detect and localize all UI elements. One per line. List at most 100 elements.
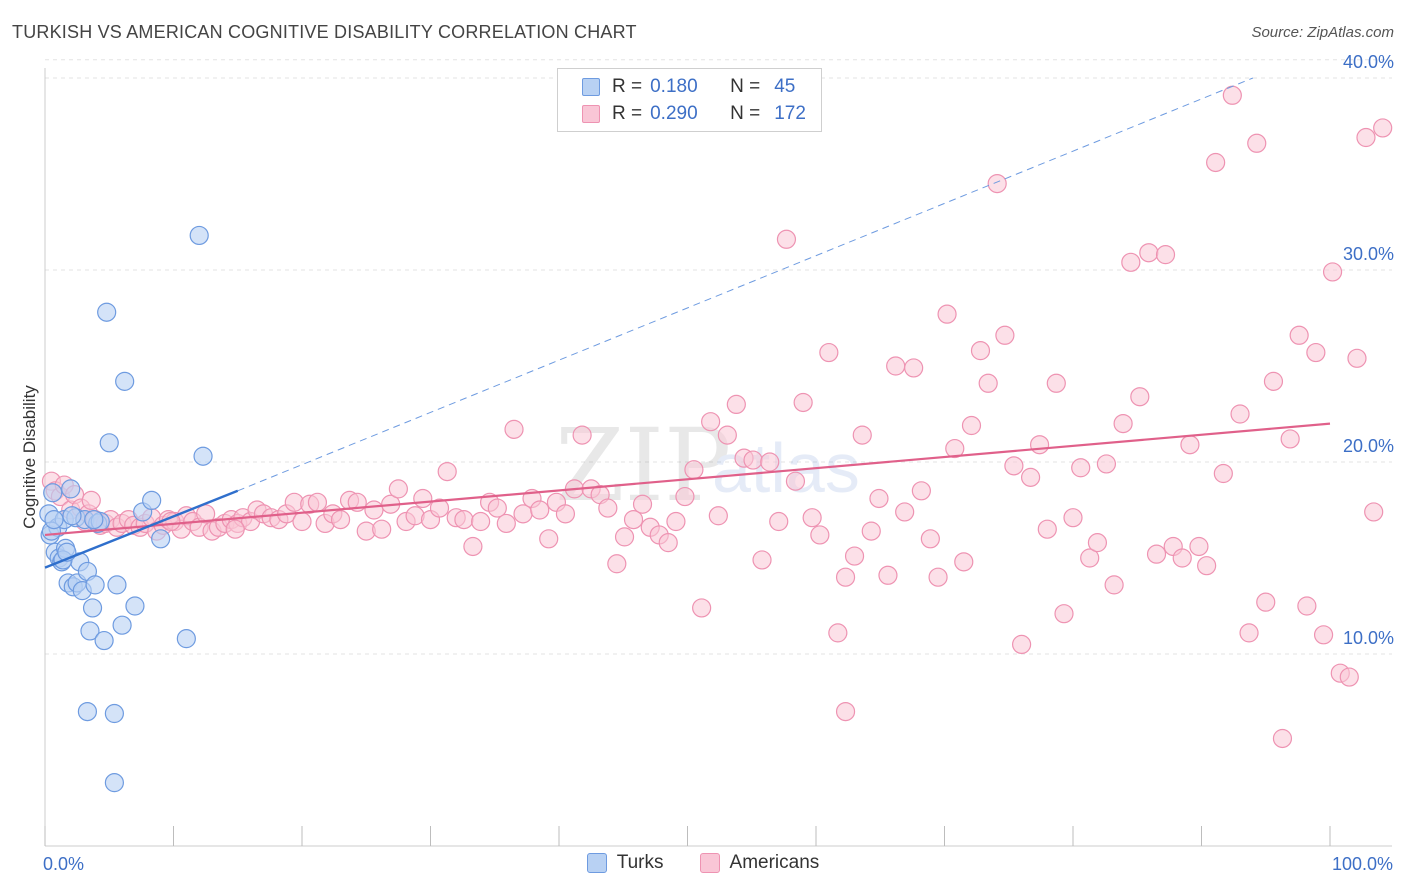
americans-point (684, 460, 704, 480)
americans-point (760, 452, 780, 472)
turks-trend-line (44, 489, 239, 569)
americans-point (1322, 262, 1343, 282)
legend-item-turks[interactable]: Turks (586, 852, 664, 874)
americans-point (292, 511, 312, 532)
americans-point (1130, 387, 1150, 407)
americans-point (429, 498, 450, 518)
americans-point (463, 536, 483, 557)
axes (44, 68, 1392, 847)
americans-point (1080, 548, 1100, 568)
americans-point (1213, 463, 1233, 484)
americans-point (1230, 404, 1250, 424)
americans-point (1011, 634, 1032, 655)
turks-point (112, 615, 132, 635)
tick-labels: 10.0% 20.0% 30.0% 40.0% 0.0% 100.0% (43, 52, 1394, 874)
turks-legend-swatch (586, 853, 607, 873)
americans-point (1272, 728, 1293, 749)
americans-point (487, 498, 507, 518)
americans-point (987, 174, 1007, 194)
americans-point (1121, 252, 1141, 272)
turks-n-value: 45 (774, 76, 796, 97)
americans-point (1356, 127, 1376, 148)
americans-points (41, 85, 1393, 749)
americans-point (1020, 467, 1041, 487)
americans-point (614, 527, 635, 547)
americans-point (895, 502, 915, 522)
americans-point (1037, 519, 1057, 539)
americans-point (1256, 592, 1276, 612)
americans-point (504, 419, 524, 439)
americans-point (810, 525, 830, 545)
turks-point (104, 773, 124, 793)
grid-lines (45, 59, 1392, 655)
americans-point (1029, 435, 1050, 455)
legend-row-turks: R = 0.180 N = 45 (582, 74, 795, 100)
y-tick-label: 30.0% (1343, 244, 1394, 264)
americans-point (743, 450, 763, 470)
turks-point (62, 506, 82, 526)
y-tick-label: 10.0% (1343, 628, 1394, 648)
turks-point (94, 630, 114, 651)
legend-item-americans[interactable]: Americans (699, 852, 820, 874)
turks-trend-extension (237, 77, 1254, 492)
americans-point (623, 509, 644, 530)
americans-point (1155, 245, 1176, 265)
americans-point (1364, 502, 1384, 522)
americans-point (844, 546, 865, 566)
turks-point (77, 701, 98, 722)
americans-point (945, 438, 965, 459)
turks-point (104, 703, 124, 724)
americans-point (225, 519, 245, 539)
americans-point (928, 567, 948, 587)
americans-point (530, 500, 550, 520)
americans-point (1172, 548, 1192, 568)
americans-point (1313, 625, 1334, 645)
turks-r-value: 0.180 (650, 76, 698, 97)
americans-point (835, 701, 856, 722)
americans-point (1239, 623, 1259, 643)
turks-point (85, 575, 105, 595)
americans-point (1247, 133, 1267, 153)
americans-point (785, 471, 806, 491)
americans-point (1263, 371, 1284, 391)
turks-point (115, 371, 135, 391)
turks-point (82, 598, 103, 618)
americans-point (726, 394, 746, 414)
watermark-atlas: atlas (712, 429, 860, 507)
turks-point (142, 490, 162, 510)
turks-point (80, 621, 100, 641)
americans-point (675, 486, 695, 507)
americans-point (802, 508, 822, 528)
americans-point (307, 492, 328, 512)
americans-point (852, 425, 872, 445)
americans-legend-label: Americans (729, 852, 820, 873)
americans-point (598, 498, 618, 518)
americans-point (878, 565, 898, 585)
americans-point (364, 500, 384, 520)
americans-point (1206, 152, 1226, 173)
americans-point (607, 554, 627, 574)
americans-point (1297, 596, 1317, 616)
americans-point (954, 552, 974, 572)
americans-point (978, 373, 998, 393)
americans-point (1189, 536, 1209, 557)
americans-point (413, 488, 433, 509)
turks-point (193, 446, 213, 466)
americans-legend-swatch (699, 853, 720, 873)
americans-point (995, 325, 1015, 345)
americans-point (1222, 85, 1242, 105)
turks-legend-label: Turks (616, 852, 664, 873)
americans-point (1180, 435, 1200, 455)
series-legend: Turks Americans (0, 852, 1406, 874)
americans-point (666, 511, 686, 532)
americans-point (1306, 342, 1326, 363)
americans-swatch (582, 105, 600, 123)
americans-point (835, 567, 856, 587)
stats-legend: R = 0.180 N = 45 R = 0.290 N = 172 (557, 68, 822, 132)
americans-point (1063, 508, 1083, 528)
americans-point (372, 519, 392, 539)
x-tick-label: 0.0% (43, 854, 84, 874)
americans-point (1339, 667, 1359, 687)
y-tick-label: 40.0% (1343, 52, 1394, 72)
